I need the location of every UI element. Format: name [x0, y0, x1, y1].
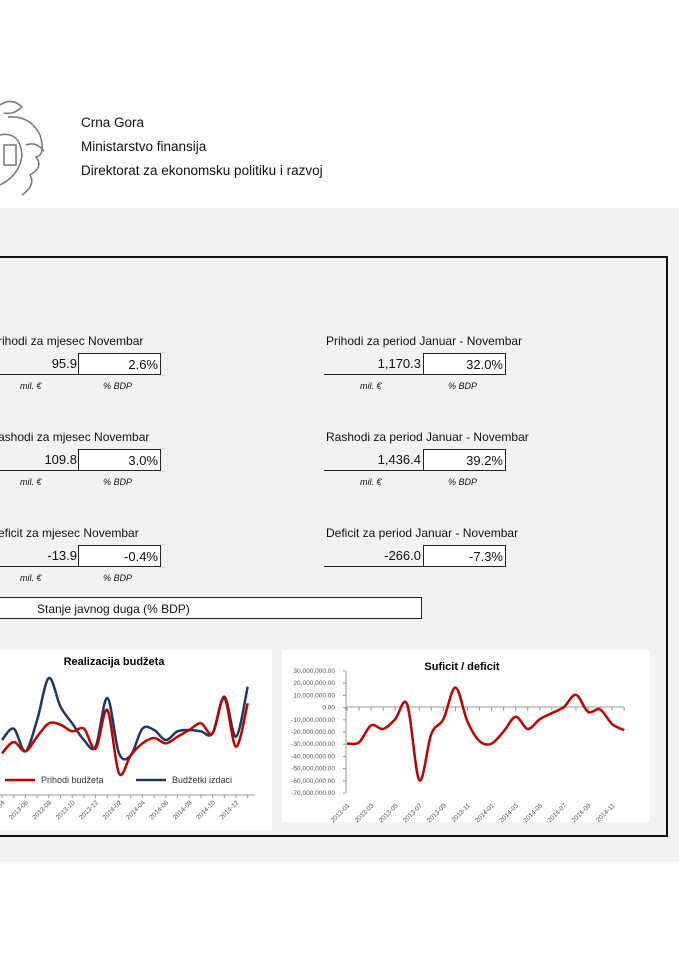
- x-tick-label: 2013-07: [402, 802, 424, 824]
- unit-label: mil. €: [20, 381, 42, 391]
- report-frame: [0, 256, 668, 837]
- x-tick-label: 2014-03: [498, 802, 520, 824]
- pct-unit-label: % BDP: [103, 381, 133, 391]
- header-directorate: Direktorat za ekonomsku politiku i razvo…: [81, 163, 323, 178]
- indicator-pct: 39.2%: [423, 449, 506, 471]
- indicator-pct: -0.4%: [78, 545, 161, 567]
- chart-title: Suficit / deficit: [424, 661, 500, 673]
- indicator-value: 1,170.3: [324, 353, 423, 375]
- y-tick-label: -50,000,000.00: [291, 766, 335, 773]
- x-tick-label: 2013-05: [378, 802, 400, 824]
- x-tick-label: 2014-12: [219, 799, 241, 821]
- indicator-label: eficit za mjesec Novembar: [0, 526, 139, 540]
- indicator-value: 1,436.4: [324, 449, 423, 471]
- pct-unit-label: % BDP: [103, 477, 133, 487]
- x-tick-label: 2013-11: [450, 802, 472, 824]
- x-tick-label: 2014-06: [148, 799, 170, 821]
- unit-label: mil. €: [360, 477, 382, 487]
- logo-coat-of-arms: [0, 95, 48, 200]
- x-tick-label: 2014-08: [172, 799, 194, 821]
- series-line-1: [1, 676, 249, 761]
- x-tick-label: 2014-07: [546, 802, 568, 824]
- indicator-label: ashodi za mjesec Novembar: [0, 430, 150, 444]
- indicator-label: Deficit za period Januar - Novembar: [326, 526, 519, 540]
- x-tick-label: 2014-01: [474, 802, 496, 824]
- x-tick-label: 2014-10: [195, 799, 217, 821]
- x-tick-label: 2013-03: [354, 802, 376, 824]
- legend-label: Budžetki izdaci: [172, 775, 232, 785]
- chart-title: Realizacija budžeta: [64, 656, 166, 668]
- public-debt-label: Stanje javnog duga (% BDP): [0, 597, 422, 619]
- x-tick-label: 2013-06: [8, 799, 30, 821]
- unit-label: mil. €: [360, 381, 382, 391]
- x-tick-label: 2013-04: [0, 799, 7, 821]
- x-tick-label: 2013-08: [31, 799, 53, 821]
- indicator-value: -266.0: [324, 545, 423, 567]
- x-tick-label: 2014-05: [522, 802, 544, 824]
- pct-unit-label: % BDP: [448, 477, 478, 487]
- y-tick-label: -40,000,000.00: [291, 753, 335, 760]
- indicator-label: rihodi za mjesec Novembar: [0, 334, 144, 348]
- y-tick-label: 30,000,000.00: [293, 668, 335, 675]
- indicator-value: -13.9: [0, 545, 79, 567]
- y-tick-label: 20,000,000.00: [293, 680, 335, 687]
- indicator-pct: 32.0%: [423, 353, 506, 375]
- indicator-pct: 3.0%: [78, 449, 161, 471]
- x-tick-label: 2013-12: [78, 799, 100, 821]
- y-tick-label: -30,000,000.00: [291, 741, 335, 748]
- unit-label: mil. €: [20, 573, 42, 583]
- series-line-deficit: [346, 686, 625, 782]
- legend-label: Prihodi budžeta: [41, 775, 104, 785]
- series-line-0: [1, 696, 249, 777]
- header-ministry: Ministarstvo finansija: [81, 139, 207, 154]
- y-tick-label: -20,000,000.00: [291, 729, 335, 736]
- x-tick-label: 2013-10: [55, 799, 77, 821]
- y-tick-label: 0.00: [322, 705, 335, 712]
- indicator-label: Prihodi za period Januar - Novembar: [326, 334, 523, 348]
- indicator-pct: -7.3%: [423, 545, 506, 567]
- y-tick-label: -60,000,000.00: [291, 778, 335, 785]
- indicator-value: 95.9: [0, 353, 79, 375]
- indicator-pct: 2.6%: [78, 353, 161, 375]
- pct-unit-label: % BDP: [103, 573, 133, 583]
- x-tick-label: 2014-02: [102, 799, 124, 821]
- y-tick-label: 10,000,000.00: [293, 692, 335, 699]
- y-tick-label: -70,000,000.00: [291, 790, 335, 797]
- pct-unit-label: % BDP: [448, 381, 478, 391]
- header-country: Crna Gora: [81, 115, 145, 130]
- x-tick-label: 2014-09: [571, 802, 593, 824]
- indicator-value: 109.8: [0, 449, 79, 471]
- x-tick-label: 2013-01: [330, 802, 352, 824]
- unit-label: mil. €: [20, 477, 42, 487]
- x-tick-label: 2014-11: [595, 802, 617, 824]
- x-tick-label: 2013-09: [426, 802, 448, 824]
- indicator-label: Rashodi za period Januar - Novembar: [326, 430, 529, 444]
- x-tick-label: 2014-04: [125, 799, 147, 821]
- y-tick-label: -10,000,000.00: [291, 717, 335, 724]
